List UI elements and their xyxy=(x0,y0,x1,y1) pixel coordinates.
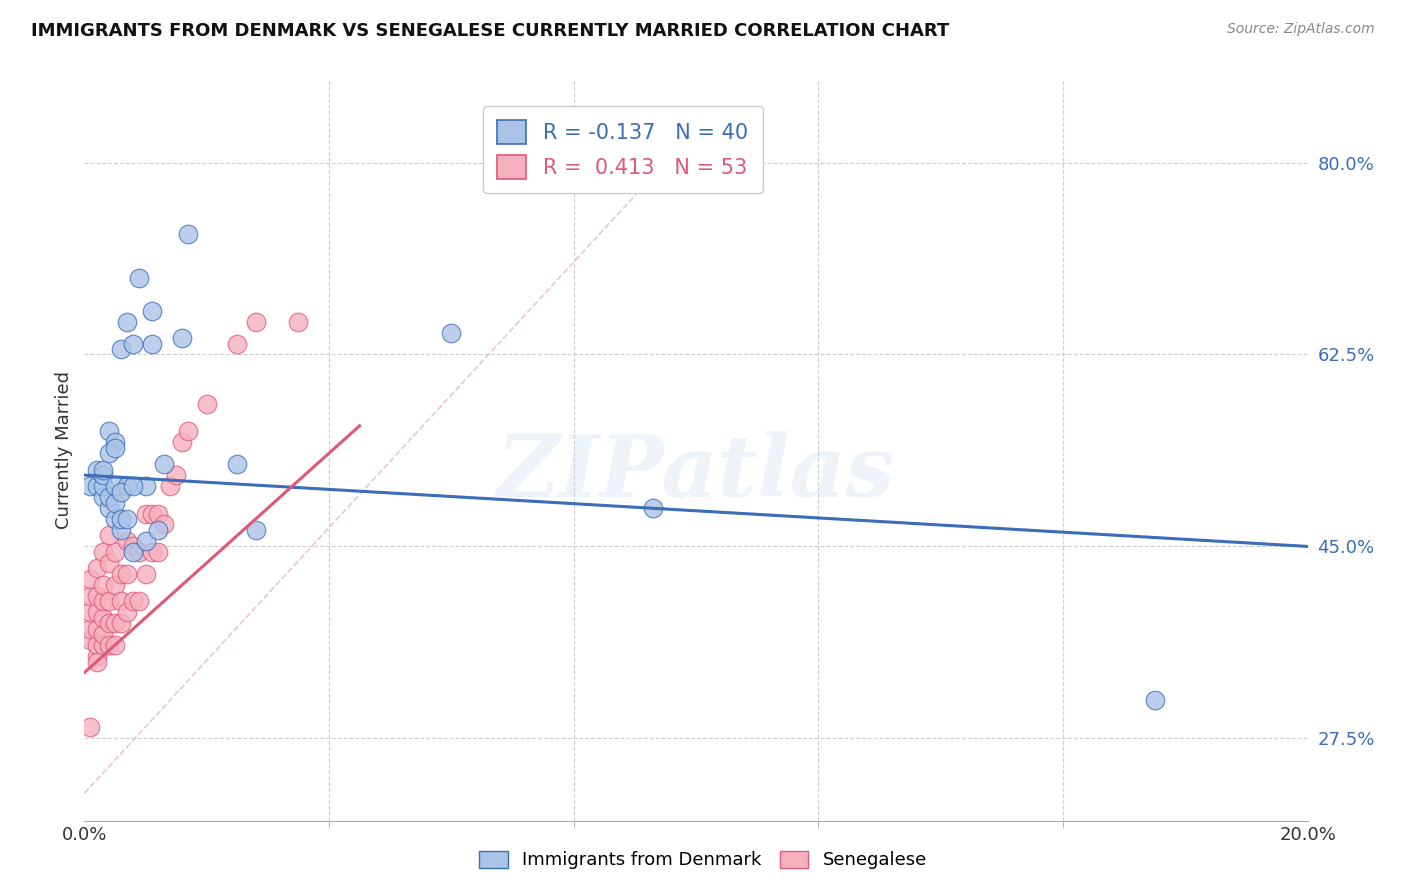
Point xyxy=(79,632,101,647)
Point xyxy=(86,655,108,669)
Point xyxy=(79,720,101,734)
Point xyxy=(104,578,127,592)
Point xyxy=(1143,693,1166,707)
Point xyxy=(115,533,138,548)
Point xyxy=(245,523,267,537)
Point xyxy=(79,622,101,636)
Point xyxy=(110,484,132,499)
Point xyxy=(135,507,157,521)
Point xyxy=(104,512,127,526)
Point xyxy=(141,336,163,351)
Point xyxy=(79,605,101,619)
Point xyxy=(104,638,127,652)
Point xyxy=(141,303,163,318)
Point xyxy=(128,594,150,608)
Point xyxy=(177,227,200,241)
Point xyxy=(141,507,163,521)
Point xyxy=(146,523,169,537)
Point xyxy=(104,495,127,509)
Text: ZIPatlas: ZIPatlas xyxy=(496,431,896,515)
Point xyxy=(110,616,132,631)
Point xyxy=(91,627,114,641)
Point xyxy=(122,594,145,608)
Point xyxy=(122,540,145,554)
Point xyxy=(135,479,157,493)
Point xyxy=(97,594,120,608)
Point xyxy=(195,397,218,411)
Point xyxy=(86,605,108,619)
Point xyxy=(110,523,132,537)
Point xyxy=(135,566,157,581)
Point xyxy=(86,638,108,652)
Point xyxy=(104,435,127,450)
Point xyxy=(110,512,132,526)
Y-axis label: Currently Married: Currently Married xyxy=(55,371,73,530)
Point xyxy=(115,605,138,619)
Point xyxy=(86,561,108,575)
Point xyxy=(146,545,169,559)
Point xyxy=(165,468,187,483)
Point xyxy=(122,545,145,559)
Point xyxy=(97,490,120,504)
Point xyxy=(104,545,127,559)
Point xyxy=(141,545,163,559)
Point xyxy=(287,315,309,329)
Point xyxy=(79,479,101,493)
Point xyxy=(128,545,150,559)
Point xyxy=(91,490,114,504)
Point xyxy=(91,479,114,493)
Point xyxy=(115,566,138,581)
Point xyxy=(97,616,120,631)
Point xyxy=(128,270,150,285)
Point xyxy=(104,441,127,455)
Point xyxy=(97,528,120,542)
Point xyxy=(115,512,138,526)
Point xyxy=(97,638,120,652)
Point xyxy=(86,463,108,477)
Point xyxy=(153,517,176,532)
Text: IMMIGRANTS FROM DENMARK VS SENEGALESE CURRENTLY MARRIED CORRELATION CHART: IMMIGRANTS FROM DENMARK VS SENEGALESE CU… xyxy=(31,22,949,40)
Point xyxy=(97,556,120,570)
Point xyxy=(177,424,200,438)
Point xyxy=(91,611,114,625)
Point xyxy=(146,507,169,521)
Point xyxy=(440,326,463,340)
Legend: R = -0.137   N = 40, R =  0.413   N = 53: R = -0.137 N = 40, R = 0.413 N = 53 xyxy=(482,105,762,194)
Point xyxy=(110,566,132,581)
Point xyxy=(86,479,108,493)
Point xyxy=(122,336,145,351)
Point xyxy=(226,457,249,471)
Point xyxy=(115,315,138,329)
Point xyxy=(91,545,114,559)
Point xyxy=(97,501,120,516)
Point xyxy=(159,479,181,493)
Point xyxy=(110,594,132,608)
Point xyxy=(91,578,114,592)
Point xyxy=(79,572,101,586)
Point xyxy=(172,435,194,450)
Point xyxy=(86,649,108,664)
Point xyxy=(135,533,157,548)
Point xyxy=(79,589,101,603)
Point xyxy=(91,638,114,652)
Point xyxy=(226,336,249,351)
Point xyxy=(86,622,108,636)
Point xyxy=(153,457,176,471)
Point xyxy=(245,315,267,329)
Point xyxy=(91,468,114,483)
Point xyxy=(122,479,145,493)
Point xyxy=(86,589,108,603)
Point xyxy=(97,446,120,460)
Legend: Immigrants from Denmark, Senegalese: Immigrants from Denmark, Senegalese xyxy=(470,842,936,879)
Point xyxy=(91,463,114,477)
Point xyxy=(172,331,194,345)
Point xyxy=(110,342,132,356)
Point xyxy=(115,479,138,493)
Point xyxy=(104,616,127,631)
Point xyxy=(97,424,120,438)
Point xyxy=(104,479,127,493)
Text: Source: ZipAtlas.com: Source: ZipAtlas.com xyxy=(1227,22,1375,37)
Point xyxy=(91,594,114,608)
Point xyxy=(643,501,665,516)
